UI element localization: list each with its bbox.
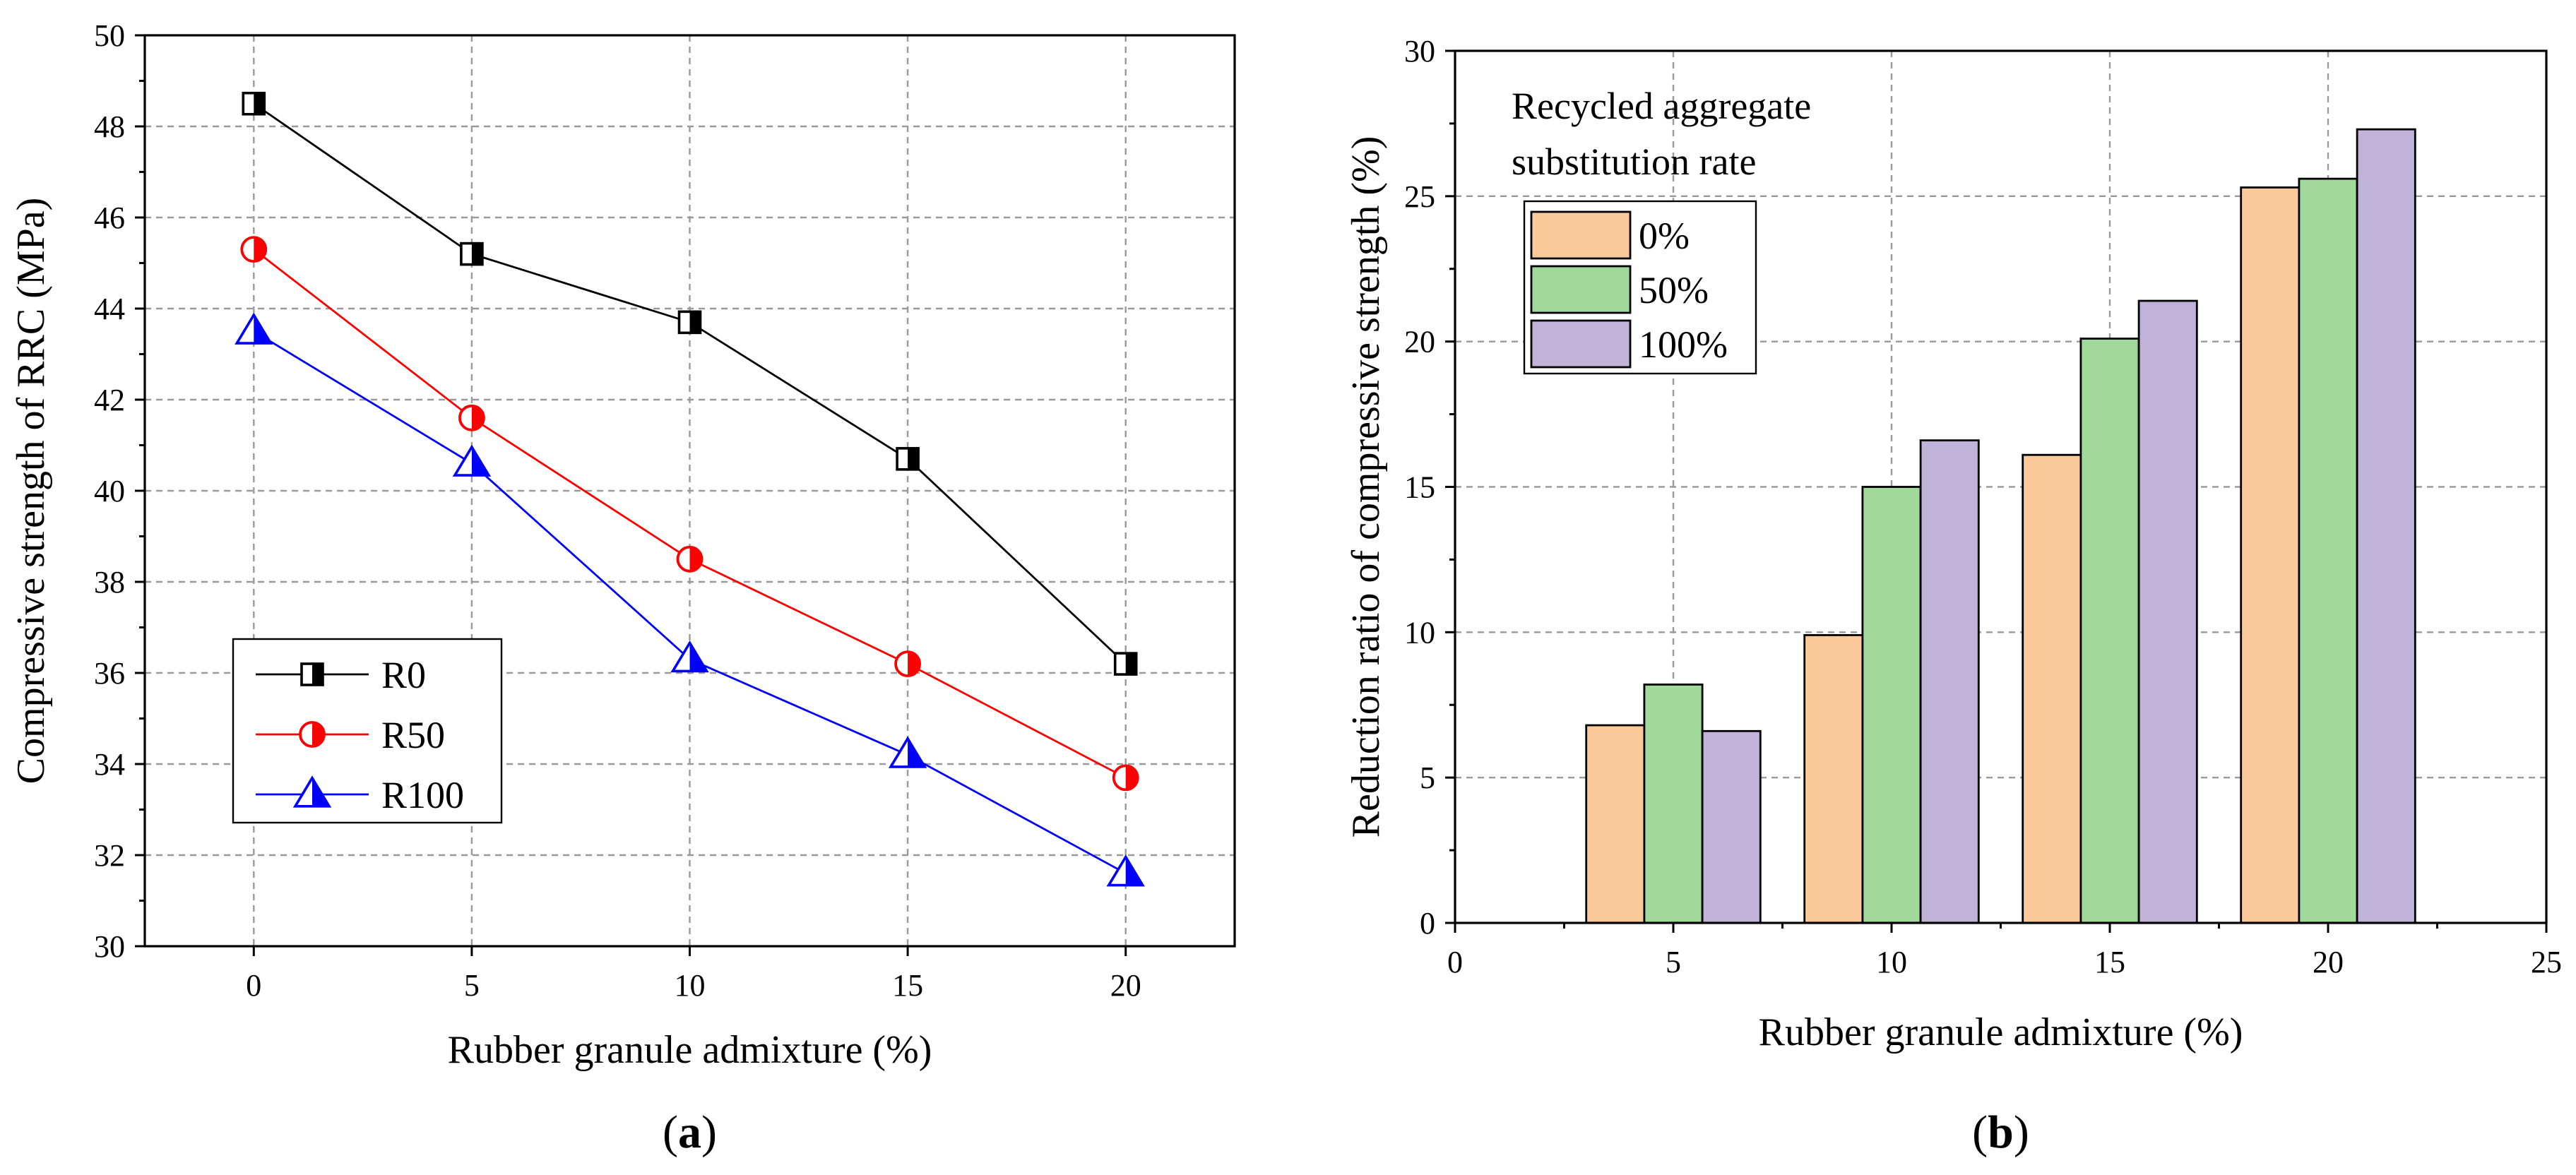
panel-a-x-tick-label: 10 xyxy=(675,968,706,1003)
panel-a-point-r50 xyxy=(894,650,921,677)
panel-b-bar xyxy=(1643,684,1704,924)
panel-b-bar xyxy=(2240,186,2301,924)
panel-b-legend-title-line-1: Recycled aggregate xyxy=(1512,85,1811,127)
panel-b-bar xyxy=(1861,486,1922,924)
panel-b-y-tick-label: 25 xyxy=(1404,179,1435,214)
panel-b-x-tick-label: 10 xyxy=(1876,945,1907,979)
panel-a-y-tick-label: 40 xyxy=(94,474,125,508)
panel-b-x-tick-label: 25 xyxy=(2531,945,2562,979)
panel-b-y-tick-label: 10 xyxy=(1404,615,1435,650)
panel-b-legend: Recycled aggregate substitution rate 0% … xyxy=(1512,85,1811,375)
panel-b-bar xyxy=(1919,439,1980,924)
panel-a-point-r0-fill xyxy=(1125,653,1136,675)
panel-a-x-tick-label: 0 xyxy=(246,968,261,1003)
panel-b-x-tick-label: 5 xyxy=(1666,945,1681,979)
panel-b-bar xyxy=(2298,177,2358,924)
panel-a-point-r0 xyxy=(1113,652,1138,676)
panel-b-x-tick-label: 20 xyxy=(2313,945,2344,979)
panel-b-caption: (b) xyxy=(1972,1107,2029,1158)
panel-a-point-r0-fill xyxy=(908,448,919,470)
panel-b-bar xyxy=(2137,299,2198,924)
panel-a-x-tick-label: 20 xyxy=(1110,968,1141,1003)
panel-a-point-r100 xyxy=(670,640,709,673)
panel-a-y-tick-label: 36 xyxy=(94,656,125,691)
panel-a-legend-label-r0: R0 xyxy=(381,654,426,696)
panel-b-bar-chart: 0 5 10 15 20 25 0 5 10 15 20 25 30 Rubber granule ad… xyxy=(1344,34,2562,1158)
panel-a-point-r0 xyxy=(460,241,484,266)
panel-b-y-tick-label: 0 xyxy=(1420,906,1435,941)
panel-a-point-r0 xyxy=(242,91,266,116)
panel-a-y-axis-title: Compressive strength of RRC (MPa) xyxy=(9,198,53,785)
panel-b-y-tick-label: 20 xyxy=(1404,325,1435,359)
panel-a-point-r50 xyxy=(458,404,485,431)
panel-b-x-axis-title: Rubber granule admixture (%) xyxy=(1759,1010,2243,1054)
panel-a-point-r50 xyxy=(1112,764,1139,792)
panel-a-caption: (a) xyxy=(663,1107,717,1158)
panel-a-x-tick-label: 15 xyxy=(892,968,923,1003)
panel-a-point-r0-fill xyxy=(689,311,701,333)
panel-a-y-tick-label: 50 xyxy=(94,18,125,53)
panel-a-y-tick-label: 44 xyxy=(94,292,125,326)
panel-b-bar xyxy=(2022,453,2082,924)
panel-b-y-tick-label: 15 xyxy=(1404,470,1435,505)
panel-b-bar xyxy=(2079,338,2140,924)
panel-a-point-r100 xyxy=(235,312,273,345)
panel-a-point-r100 xyxy=(1106,854,1145,887)
panel-a-line-chart: 0 5 10 15 20 30 32 34 36 38 40 42 44 46 48 50 Rubber gr… xyxy=(9,18,1236,1158)
panel-a-legend-label-r50: R50 xyxy=(381,714,445,756)
panel-b-legend-swatch xyxy=(1530,319,1632,369)
panel-b-y-axis-title: Reduction ratio of compressive strength … xyxy=(1344,136,1388,838)
panel-a-ticks: 0 5 10 15 20 30 32 34 36 38 40 42 44 46 48 50 xyxy=(94,18,1141,1003)
panel-a-point-r0-fill xyxy=(254,93,265,114)
panel-a-y-tick-label: 34 xyxy=(94,747,125,782)
panel-b-bar xyxy=(1585,724,1646,924)
panel-a-point-r50 xyxy=(676,545,704,573)
panel-b-legend-label-100pct: 100% xyxy=(1639,323,1728,366)
panel-b-legend-title-line-2: substitution rate xyxy=(1512,141,1756,183)
panel-b-legend-swatch xyxy=(1530,265,1632,314)
panel-b-y-tick-label: 5 xyxy=(1420,761,1435,795)
panel-a-point-r0-fill xyxy=(471,243,482,265)
panel-a-point-r100 xyxy=(452,444,492,477)
panel-b-y-tick-label: 30 xyxy=(1404,34,1435,68)
panel-b-x-tick-label: 0 xyxy=(1447,945,1463,979)
panel-a-legend-marker-r0 xyxy=(300,662,324,686)
panel-a-y-tick-label: 42 xyxy=(94,383,125,417)
panel-a-point-r100 xyxy=(888,736,927,768)
panel-a-x-tick-label: 5 xyxy=(464,968,480,1003)
panel-a-point-r0 xyxy=(677,310,702,335)
panel-a-legend-marker-r0-fill xyxy=(312,664,323,685)
panel-a-series xyxy=(235,91,1145,887)
panel-a-y-tick-label: 48 xyxy=(94,109,125,144)
panel-a-legend: R0 R50 R100 xyxy=(232,638,503,824)
panel-a-legend-label-r100: R100 xyxy=(381,774,464,816)
panel-a-legend-box xyxy=(232,638,503,824)
panel-b-ticks: 0 5 10 15 20 25 0 5 10 15 20 25 30 xyxy=(1404,34,2562,979)
panel-b-bar xyxy=(2356,128,2416,924)
panel-a-point-r50 xyxy=(240,236,268,263)
panel-b-bar xyxy=(1701,729,1762,924)
panel-b-x-tick-label: 15 xyxy=(2094,945,2125,979)
panel-a-legend-marker-r100 xyxy=(292,775,332,808)
panel-a-point-r0 xyxy=(896,447,920,471)
panel-b-legend-label-0pct: 0% xyxy=(1639,215,1690,257)
panel-a-y-tick-label: 46 xyxy=(94,201,125,235)
panel-a-y-tick-label: 38 xyxy=(94,565,125,600)
panel-a-y-tick-label: 30 xyxy=(94,929,125,964)
panel-b-bar xyxy=(1803,634,1864,924)
panel-b-legend-swatch xyxy=(1530,210,1632,260)
panel-a-legend-marker-r50 xyxy=(299,721,326,748)
panel-a-grid xyxy=(145,35,1235,946)
panel-a-x-axis-title: Rubber granule admixture (%) xyxy=(448,1028,932,1072)
panel-a-y-tick-label: 32 xyxy=(94,838,125,873)
panel-b-legend-label-50pct: 50% xyxy=(1639,269,1709,311)
